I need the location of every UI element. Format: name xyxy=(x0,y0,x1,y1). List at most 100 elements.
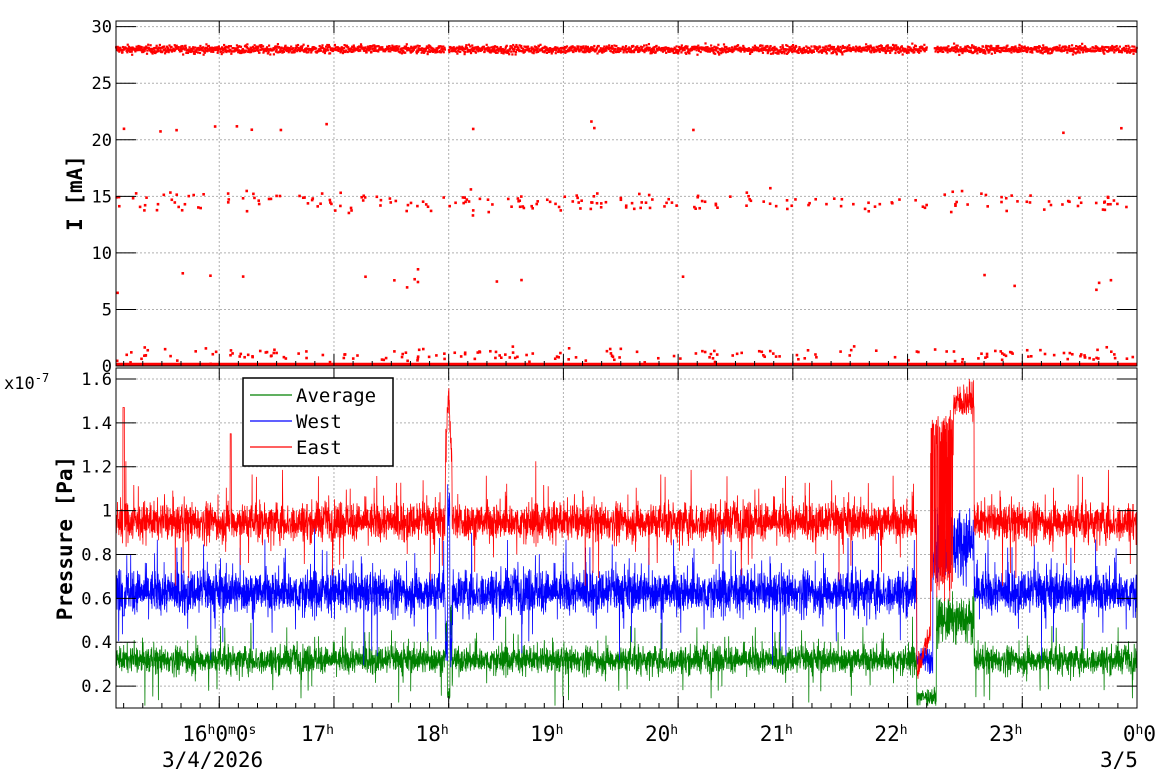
current-point xyxy=(1081,51,1085,54)
current-point xyxy=(994,48,997,51)
current-point xyxy=(117,46,120,49)
current-point xyxy=(513,47,516,51)
pressure-y-multiplier: x10-7 xyxy=(4,371,49,394)
current-point xyxy=(346,50,349,54)
current-point xyxy=(372,47,375,50)
current-point xyxy=(959,46,962,49)
current-point xyxy=(603,45,606,48)
current-point xyxy=(720,52,723,55)
current-point xyxy=(401,352,405,356)
current-point xyxy=(622,51,625,54)
current-point xyxy=(1084,50,1087,53)
current-point xyxy=(600,48,603,51)
current-point xyxy=(791,43,795,47)
current-point xyxy=(1068,351,1072,355)
current-point xyxy=(1079,353,1083,356)
current-point xyxy=(545,51,549,54)
current-point xyxy=(528,360,531,364)
current-point xyxy=(794,198,797,201)
current-point xyxy=(494,51,498,54)
current-point xyxy=(871,48,875,52)
current-point xyxy=(528,47,531,50)
current-point xyxy=(923,206,927,210)
current-point xyxy=(1029,194,1032,197)
current-point xyxy=(762,353,765,357)
current-point xyxy=(661,50,665,53)
current-point xyxy=(405,286,409,289)
current-point xyxy=(1050,48,1053,51)
x-tick-label: 0h0 xyxy=(1123,722,1156,746)
current-point xyxy=(222,51,225,54)
current-point xyxy=(508,356,512,359)
current-point xyxy=(459,355,463,358)
current-point xyxy=(870,49,873,52)
current-point xyxy=(1047,200,1051,203)
current-point xyxy=(766,44,769,48)
current-point xyxy=(351,357,355,360)
current-point xyxy=(1081,48,1084,51)
current-point xyxy=(372,49,375,52)
current-point xyxy=(1005,49,1009,53)
current-point xyxy=(341,48,344,51)
current-point xyxy=(442,45,445,48)
current-point xyxy=(499,46,502,49)
current-point xyxy=(1076,204,1080,208)
current-point xyxy=(522,47,525,51)
current-point xyxy=(167,51,170,54)
current-point xyxy=(426,46,429,49)
current-point xyxy=(443,48,447,51)
current-point xyxy=(454,47,457,51)
current-point xyxy=(831,48,834,51)
current-point xyxy=(938,47,941,50)
current-point xyxy=(769,49,772,52)
current-point xyxy=(602,50,606,53)
current-point xyxy=(771,352,775,355)
current-point xyxy=(675,50,678,53)
current-point xyxy=(704,42,707,45)
current-point xyxy=(569,46,573,50)
current-point xyxy=(184,47,188,50)
current-point xyxy=(475,48,479,51)
current-point xyxy=(377,50,380,53)
current-point xyxy=(322,49,326,52)
current-point xyxy=(977,357,980,360)
current-point xyxy=(506,197,510,201)
current-point xyxy=(675,204,678,207)
current-point xyxy=(808,46,811,50)
current-point xyxy=(299,45,302,48)
current-point xyxy=(828,49,831,52)
current-point xyxy=(772,49,775,52)
current-point xyxy=(956,49,959,53)
current-point xyxy=(1000,352,1004,355)
current-point xyxy=(117,204,121,208)
current-point xyxy=(301,45,304,48)
current-point xyxy=(785,44,788,47)
pressure-data xyxy=(115,378,1138,706)
current-point xyxy=(1109,202,1112,206)
current-point xyxy=(663,49,667,52)
current-point xyxy=(686,51,689,54)
current-point xyxy=(359,43,363,46)
current-point xyxy=(728,47,731,50)
current-point xyxy=(464,47,467,51)
current-point xyxy=(647,46,650,50)
current-point xyxy=(708,355,711,359)
x-date-left: 3/4/2026 xyxy=(162,748,263,772)
current-point xyxy=(746,47,749,51)
current-point xyxy=(1013,284,1016,288)
current-point xyxy=(781,46,785,49)
current-point xyxy=(1019,50,1022,53)
current-point xyxy=(588,50,591,54)
current-point xyxy=(351,48,355,51)
current-point xyxy=(1131,355,1135,359)
current-point xyxy=(505,44,508,47)
current-point xyxy=(1023,45,1026,48)
current-point xyxy=(547,50,551,54)
current-point xyxy=(272,47,275,50)
current-point xyxy=(614,47,617,51)
current-point xyxy=(975,49,978,53)
current-point xyxy=(1115,49,1118,52)
current-point xyxy=(250,128,254,132)
current-point xyxy=(447,49,451,52)
current-point xyxy=(857,46,860,49)
